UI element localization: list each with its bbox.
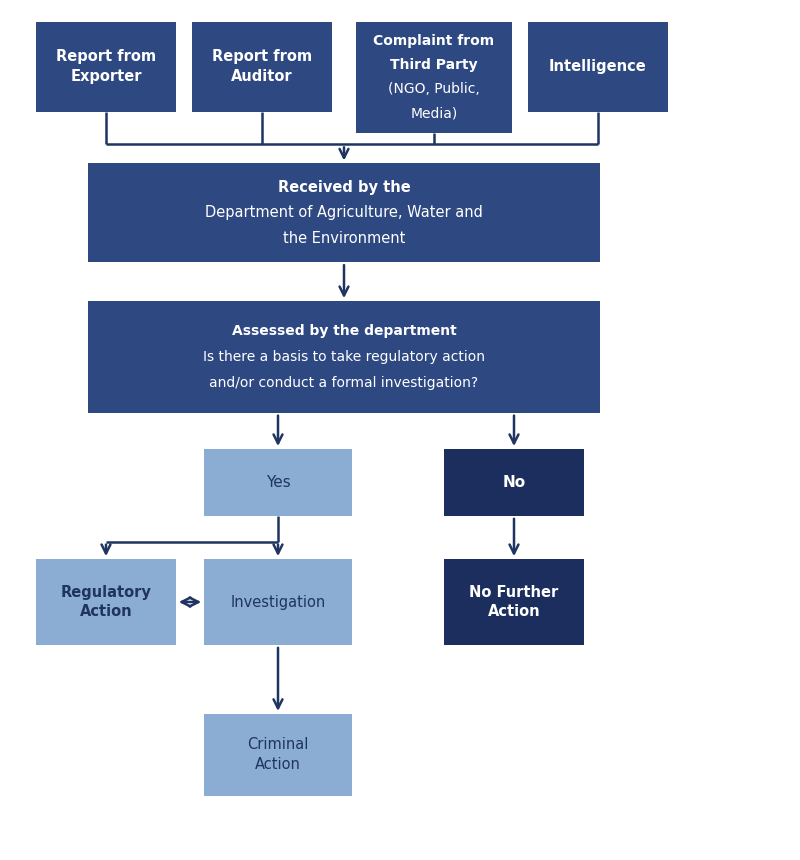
FancyBboxPatch shape	[444, 559, 584, 645]
FancyBboxPatch shape	[192, 22, 332, 112]
Text: Investigation: Investigation	[230, 594, 326, 610]
Text: Intelligence: Intelligence	[549, 59, 647, 74]
FancyBboxPatch shape	[444, 449, 584, 516]
Text: Third Party: Third Party	[390, 58, 478, 72]
Text: Complaint from: Complaint from	[374, 34, 494, 48]
FancyBboxPatch shape	[356, 22, 512, 133]
Text: Is there a basis to take regulatory action: Is there a basis to take regulatory acti…	[203, 350, 485, 364]
Text: Received by the: Received by the	[278, 180, 410, 194]
Text: No Further
Action: No Further Action	[470, 585, 558, 619]
Text: Report from
Exporter: Report from Exporter	[56, 49, 156, 84]
Text: Media): Media)	[410, 107, 458, 120]
Text: the Environment: the Environment	[283, 231, 405, 246]
FancyBboxPatch shape	[204, 449, 352, 516]
FancyBboxPatch shape	[204, 714, 352, 796]
Text: (NGO, Public,: (NGO, Public,	[388, 83, 480, 96]
Text: Report from
Auditor: Report from Auditor	[212, 49, 312, 84]
Text: Department of Agriculture, Water and: Department of Agriculture, Water and	[205, 206, 483, 220]
Text: Yes: Yes	[266, 475, 290, 490]
FancyBboxPatch shape	[528, 22, 668, 112]
FancyBboxPatch shape	[36, 559, 176, 645]
Text: No: No	[502, 475, 526, 490]
FancyBboxPatch shape	[88, 301, 600, 413]
FancyBboxPatch shape	[88, 163, 600, 262]
Text: Criminal
Action: Criminal Action	[247, 737, 309, 772]
Text: Regulatory
Action: Regulatory Action	[61, 585, 151, 619]
FancyBboxPatch shape	[204, 559, 352, 645]
Text: Assessed by the department: Assessed by the department	[232, 324, 456, 338]
FancyBboxPatch shape	[36, 22, 176, 112]
Text: and/or conduct a formal investigation?: and/or conduct a formal investigation?	[210, 376, 478, 390]
